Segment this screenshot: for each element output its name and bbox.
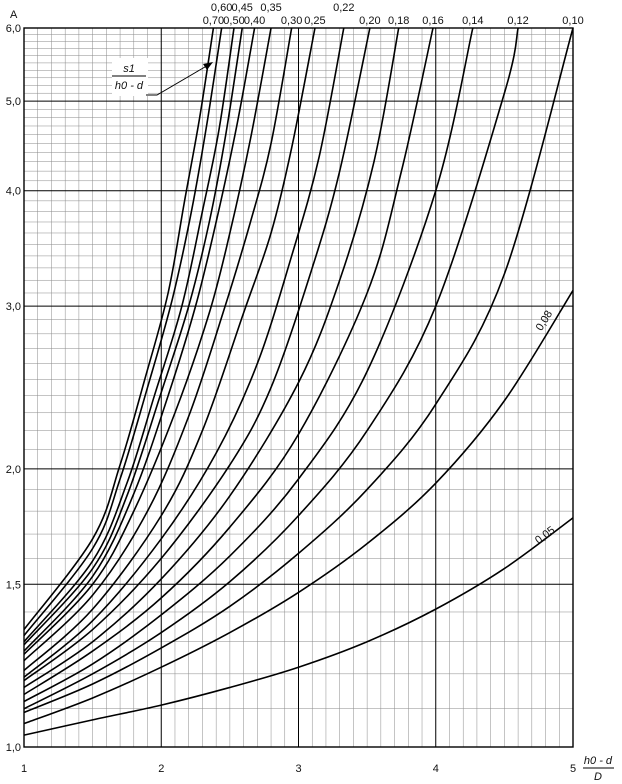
curve-0-30 [23, 27, 293, 662]
y-tick-label: 3,0 [6, 301, 21, 313]
curve-label-0-45: 0,45 [232, 2, 253, 14]
y-tick-label: 5,0 [6, 96, 21, 108]
curve-label-0-05: 0,05 [533, 524, 557, 546]
curve-label-0-22: 0,22 [333, 2, 354, 14]
y-tick-label: 6,0 [6, 23, 21, 35]
curve-0-70 [23, 27, 215, 631]
curve-label-0-12: 0,12 [507, 15, 528, 27]
curve-label-0-18: 0,18 [388, 15, 409, 27]
x-axis-label-numerator: h0 - d [584, 755, 613, 767]
curve-0-16 [23, 27, 434, 696]
y-tick-label: 1,0 [6, 742, 21, 754]
x-tick-label: 5 [570, 763, 576, 775]
annotation-background [112, 58, 148, 96]
curve-label-0-60: 0,60 [211, 2, 232, 14]
curve-0-22 [23, 27, 345, 678]
x-tick-labels: 1 2 3 4 5 [21, 763, 576, 775]
plot-frame [23, 27, 574, 748]
curve-0-10 [23, 27, 574, 714]
curve-label-0-10: 0,10 [562, 15, 583, 27]
curve-label-0-50: 0,50 [223, 15, 244, 27]
x-axis-label-denominator: D [594, 771, 602, 783]
grid-major [24, 28, 573, 747]
annotation-leader-line [146, 63, 211, 96]
curve-0-40 [23, 27, 256, 652]
curve-0-50 [23, 27, 235, 643]
y-tick-labels: 1,0 1,5 2,0 3,0 4,0 5,0 6,0 [6, 23, 21, 754]
x-tick-label: 4 [433, 763, 439, 775]
curve-label-0-20: 0,20 [359, 15, 380, 27]
y-axis-label: A [10, 9, 18, 21]
x-tick-label: 1 [21, 763, 27, 775]
y-tick-label: 1,5 [6, 579, 21, 591]
curve-0-18 [23, 27, 400, 689]
curves [23, 27, 574, 736]
curve-0-05 [23, 517, 574, 736]
x-axis-label: h0 - d D [583, 755, 614, 783]
y-tick-label: 2,0 [6, 464, 21, 476]
curve-0-45 [23, 27, 244, 646]
curve-0-08 [23, 289, 574, 725]
annotation-arrowhead [203, 62, 213, 70]
curve-label-0-14: 0,14 [462, 15, 483, 27]
curve-0-25 [23, 27, 316, 672]
curve-label-0-40: 0,40 [244, 15, 265, 27]
curve-label-0-25: 0,25 [304, 15, 325, 27]
curve-label-0-08: 0,08 [534, 309, 556, 334]
x-tick-label: 3 [295, 763, 301, 775]
curve-label-0-35: 0,35 [260, 2, 281, 14]
annotation-numerator: s1 [123, 63, 135, 75]
curve-0-60 [23, 27, 223, 637]
x-tick-label: 2 [158, 763, 164, 775]
curve-0-12 [23, 27, 519, 710]
curve-labels: 0,05 0,08 0,10 0,12 0,14 0,16 0,18 0,20 0,22 0,25… [203, 2, 584, 547]
curve-0-14 [23, 27, 474, 703]
curve-label-0-70: 0,70 [203, 15, 224, 27]
curve-label-0-30: 0,30 [281, 15, 302, 27]
curve-label-0-16: 0,16 [422, 15, 443, 27]
curve-0-35 [23, 27, 272, 655]
y-tick-label: 4,0 [6, 186, 21, 198]
curve-0-20 [23, 27, 371, 682]
annotation-denominator: h0 - d [115, 80, 144, 92]
annotation: s1 h0 - d [112, 58, 213, 96]
